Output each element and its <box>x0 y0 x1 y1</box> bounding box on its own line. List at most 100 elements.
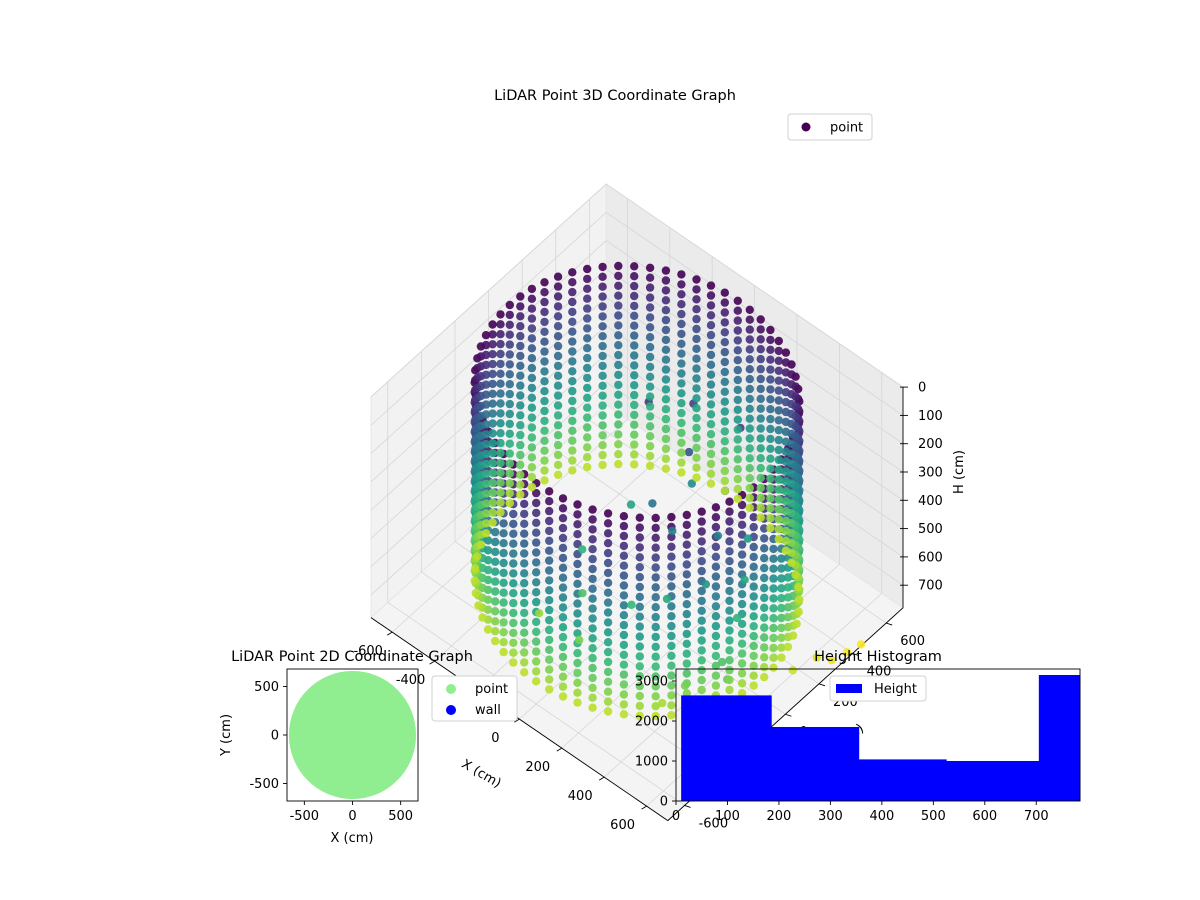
data-point <box>614 350 623 360</box>
data-point <box>603 697 613 706</box>
data-point <box>481 370 491 379</box>
data-point <box>619 700 629 709</box>
data-point <box>794 607 803 616</box>
data-point <box>682 659 691 668</box>
data-point <box>720 427 729 436</box>
histogram-bar <box>858 759 947 801</box>
data-point <box>692 394 701 403</box>
data-point <box>733 445 742 454</box>
data-point <box>781 437 791 446</box>
data-point <box>635 652 644 661</box>
data-point <box>499 539 508 548</box>
data-point <box>749 631 758 641</box>
legend-label-height: Height <box>874 682 917 697</box>
data-point <box>774 406 783 415</box>
data-point <box>614 360 623 370</box>
data-point <box>720 347 729 357</box>
data-point <box>588 535 597 544</box>
x-tick-label: 200 <box>525 760 550 775</box>
data-point <box>682 639 691 648</box>
data-point <box>749 651 758 661</box>
data-point <box>661 395 671 404</box>
data-point <box>527 393 537 402</box>
data-point <box>545 566 554 575</box>
data-point <box>520 549 529 558</box>
data-point <box>545 536 554 545</box>
data-point <box>614 370 623 380</box>
data-point <box>651 533 660 542</box>
data-point <box>756 473 765 483</box>
data-point <box>527 294 537 303</box>
data-point <box>630 440 639 449</box>
data-point <box>697 547 706 556</box>
data-point <box>733 356 742 365</box>
data-point <box>692 453 701 462</box>
data-point <box>760 524 769 533</box>
data-point <box>545 546 554 555</box>
data-point <box>558 613 568 622</box>
y-tick-label: 0 <box>271 729 279 744</box>
data-point <box>527 463 537 472</box>
data-point <box>496 448 505 458</box>
data-point <box>777 643 786 652</box>
data-point <box>756 513 765 522</box>
data-point <box>769 594 778 603</box>
data-point <box>509 648 518 657</box>
data-point <box>619 670 629 679</box>
data-point <box>509 628 518 638</box>
data-point <box>766 385 775 394</box>
data-point <box>725 626 734 635</box>
data-point <box>737 649 747 658</box>
data-point <box>645 342 655 352</box>
data-point <box>568 278 577 287</box>
histogram-bar <box>1038 675 1081 801</box>
data-point <box>737 639 747 648</box>
data-point <box>684 447 694 457</box>
histogram-title: Height Histogram <box>814 649 942 665</box>
data-point <box>692 334 701 344</box>
data-point <box>630 420 639 429</box>
data-point <box>749 562 758 571</box>
data-point <box>496 339 505 349</box>
data-point <box>619 512 629 521</box>
data-point <box>614 341 623 350</box>
data-point <box>496 419 505 428</box>
data-point <box>545 506 554 516</box>
grid-line <box>370 212 607 426</box>
data-point <box>733 306 742 315</box>
data-point <box>630 460 639 469</box>
data-point <box>509 598 518 608</box>
data-point <box>677 399 686 408</box>
data-point <box>662 594 672 604</box>
data-point <box>491 627 500 636</box>
data-point <box>677 339 686 348</box>
data-point <box>661 424 671 434</box>
data-point <box>588 505 597 514</box>
data-point <box>583 353 592 363</box>
data-point <box>645 372 655 381</box>
data-point <box>733 405 742 414</box>
x-tick-label: 400 <box>869 809 894 824</box>
data-point <box>545 685 554 694</box>
data-point <box>558 504 568 513</box>
data-point <box>725 566 734 576</box>
data-point <box>733 455 742 464</box>
data-point <box>635 622 644 631</box>
data-point <box>677 379 686 388</box>
data-point <box>588 693 597 702</box>
data-point <box>745 325 754 334</box>
data-point <box>720 407 729 416</box>
data-point <box>791 570 800 579</box>
data-point <box>553 391 563 400</box>
data-point <box>667 512 676 522</box>
data-point <box>774 485 783 494</box>
data-point <box>745 454 754 463</box>
data-point <box>706 330 716 340</box>
data-point <box>499 647 508 657</box>
data-point <box>651 603 660 612</box>
data-point <box>598 401 607 410</box>
data-point <box>491 597 500 606</box>
y-tick-label: 2000 <box>635 715 668 730</box>
data-point <box>588 574 597 584</box>
grid-line <box>605 212 904 416</box>
